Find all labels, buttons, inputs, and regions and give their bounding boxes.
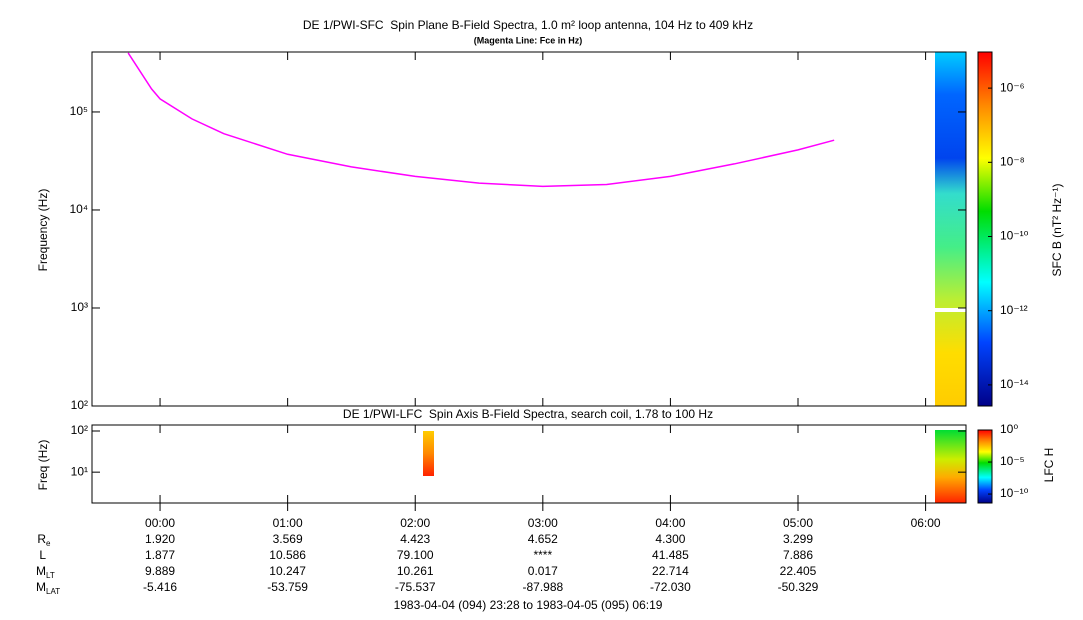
spectrogram <box>935 430 966 503</box>
ephemeris-value: 10.261 <box>397 564 434 578</box>
ephemeris-value: -75.537 <box>395 580 436 594</box>
y-tick-label: 10² <box>71 398 88 412</box>
row-label: M <box>36 580 46 594</box>
row-label-sub: LT <box>46 571 55 580</box>
spectrogram <box>935 52 966 406</box>
x-tick-label: 06:00 <box>911 516 941 530</box>
colorbar <box>977 51 993 407</box>
x-tick-label: 01:00 <box>273 516 303 530</box>
ephemeris-value: 10.247 <box>269 564 306 578</box>
x-tick-label: 00:00 <box>145 516 175 530</box>
ephemeris-value: -53.759 <box>267 580 308 594</box>
ephemeris-value: 79.100 <box>397 548 434 562</box>
ephemeris-value: 4.423 <box>400 532 430 546</box>
y-axis-label: Frequency (Hz) <box>36 189 50 272</box>
colorbar-label: LFC H <box>1042 448 1056 483</box>
ephemeris-value: 7.886 <box>783 548 813 562</box>
ephemeris-value: 10.586 <box>269 548 306 562</box>
chart-title: DE 1/PWI-SFC Spin Plane B-Field Spectra,… <box>303 18 753 32</box>
ephemeris-value: -5.416 <box>143 580 177 594</box>
panel-title: DE 1/PWI-LFC Spin Axis B-Field Spectra, … <box>343 407 713 421</box>
y-axis-label: Freq (Hz) <box>36 440 50 491</box>
ephemeris-value: 4.652 <box>528 532 558 546</box>
y-tick-label: 10² <box>71 423 88 437</box>
fce-line <box>127 52 835 188</box>
plot-frame <box>91 51 967 407</box>
ephemeris-value: **** <box>533 548 552 562</box>
colorbar-tick-label: 10⁻⁶ <box>1000 80 1025 94</box>
ephemeris-value: 41.485 <box>652 548 689 562</box>
colorbar-tick-label: 10⁻¹² <box>1000 303 1028 317</box>
colorbar-tick-label: 10⁻¹⁴ <box>1000 377 1029 391</box>
ephemeris-value: 0.017 <box>528 564 558 578</box>
ephemeris-value: -72.030 <box>650 580 691 594</box>
ephemeris-value: 1.920 <box>145 532 175 546</box>
colorbar-tick-label: 10⁻¹⁰ <box>1000 229 1029 243</box>
y-tick-label: 10¹ <box>71 464 88 478</box>
colorbar-tick-label: 10⁰ <box>1000 422 1018 436</box>
x-tick-label: 03:00 <box>528 516 558 530</box>
spectrogram <box>423 431 434 476</box>
row-label: R <box>37 532 46 546</box>
row-label: L <box>39 548 46 562</box>
y-tick-label: 10⁵ <box>70 104 88 118</box>
ephemeris-value: 22.714 <box>652 564 689 578</box>
colorbar <box>977 429 993 504</box>
colorbar-label: SFC B (nT² Hz⁻¹) <box>1050 184 1064 277</box>
plot-frame <box>91 424 967 504</box>
colorbar-tick-label: 10⁻⁵ <box>1000 454 1025 468</box>
ephemeris-value: 22.405 <box>780 564 817 578</box>
data-gap <box>935 308 966 312</box>
y-tick-label: 10⁴ <box>69 202 88 216</box>
ephemeris-value: 9.889 <box>145 564 175 578</box>
row-label-sub: LAT <box>46 587 60 596</box>
row-label-sub: e <box>46 539 51 548</box>
ephemeris-value: -50.329 <box>778 580 819 594</box>
ephemeris-value: 4.300 <box>655 532 685 546</box>
ephemeris-value: -87.988 <box>522 580 563 594</box>
colorbar-tick-label: 10⁻⁸ <box>1000 154 1025 168</box>
x-tick-label: 05:00 <box>783 516 813 530</box>
chart-subtitle: (Magenta Line: Fce in Hz) <box>474 35 583 45</box>
colorbar-tick-label: 10⁻¹⁰ <box>1000 486 1029 500</box>
row-label: M <box>36 564 46 578</box>
ephemeris-value: 3.569 <box>273 532 303 546</box>
x-tick-label: 02:00 <box>400 516 430 530</box>
y-tick-label: 10³ <box>71 300 88 314</box>
x-tick-label: 04:00 <box>655 516 685 530</box>
ephemeris-value: 3.299 <box>783 532 813 546</box>
time-range: 1983-04-04 (094) 23:28 to 1983-04-05 (09… <box>394 598 663 612</box>
ephemeris-value: 1.877 <box>145 548 175 562</box>
